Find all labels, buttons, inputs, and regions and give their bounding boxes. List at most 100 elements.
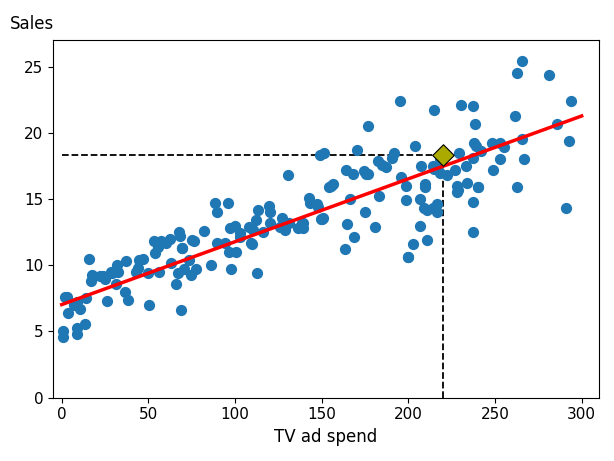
Point (328, 181, 338, 188)
Point (395, 97, 405, 105)
Point (519, 156, 529, 163)
Point (469, 140, 479, 147)
Point (352, 146, 362, 154)
Point (138, 255, 148, 262)
Point (112, 261, 122, 269)
Point (403, 254, 413, 261)
Point (166, 259, 176, 266)
Point (161, 239, 171, 247)
Point (518, 136, 527, 143)
Point (223, 248, 233, 256)
X-axis label: TV ad spend: TV ad spend (274, 428, 378, 446)
Point (154, 268, 164, 276)
Point (435, 156, 445, 163)
Point (153, 243, 163, 250)
Point (468, 229, 478, 236)
Point (402, 197, 411, 204)
Point (510, 112, 519, 119)
Point (80, 320, 90, 327)
Point (545, 71, 554, 78)
Point (340, 246, 350, 253)
Point (72, 299, 82, 306)
Point (553, 120, 562, 127)
Point (72, 331, 82, 338)
Point (150, 250, 160, 257)
Point (253, 206, 263, 213)
Point (374, 193, 384, 200)
Point (186, 271, 196, 278)
Point (293, 225, 303, 232)
Point (60, 293, 70, 301)
Point (84, 255, 94, 262)
Point (315, 152, 325, 159)
Point (472, 142, 481, 150)
Point (191, 266, 201, 273)
Point (144, 301, 154, 309)
Point (247, 240, 257, 248)
Point (359, 167, 369, 175)
Point (184, 256, 194, 264)
Point (495, 156, 505, 163)
Point (470, 120, 480, 127)
Point (235, 230, 245, 237)
Point (488, 166, 498, 174)
Point (62, 293, 72, 301)
Point (177, 244, 187, 252)
Point (131, 268, 141, 276)
Point (512, 70, 522, 77)
Point (420, 181, 430, 188)
Point (476, 148, 486, 155)
Point (495, 140, 505, 147)
Point (80, 295, 90, 302)
Point (428, 205, 438, 212)
Point (473, 183, 483, 191)
Point (429, 164, 439, 171)
Point (416, 162, 426, 170)
Point (278, 214, 287, 221)
Point (389, 149, 399, 156)
Point (363, 170, 373, 177)
Point (373, 157, 383, 164)
Point (133, 264, 142, 272)
Point (173, 270, 182, 277)
Point (86, 278, 96, 285)
Point (461, 162, 471, 170)
Point (120, 288, 130, 296)
Point (280, 226, 290, 233)
Point (442, 171, 452, 179)
Point (370, 223, 380, 230)
Point (121, 258, 131, 265)
Point (72, 324, 82, 331)
Point (360, 208, 370, 216)
Point (134, 256, 144, 264)
Point (462, 179, 472, 187)
Point (212, 208, 222, 216)
Point (64, 309, 74, 317)
Point (561, 205, 570, 212)
Point (198, 227, 208, 235)
Point (419, 205, 429, 212)
Point (177, 244, 187, 252)
Point (341, 166, 351, 174)
Point (283, 171, 293, 179)
Point (95, 272, 105, 279)
Point (422, 236, 432, 244)
Point (456, 101, 465, 109)
Point (58, 333, 68, 341)
Point (349, 234, 359, 241)
Point (106, 268, 116, 276)
Point (488, 140, 497, 147)
Point (324, 183, 333, 191)
Text: Sales: Sales (9, 15, 53, 33)
Point (226, 266, 236, 273)
Point (453, 186, 462, 194)
Point (402, 182, 411, 189)
Point (361, 170, 371, 177)
Point (318, 214, 328, 221)
Point (246, 239, 255, 247)
Point (316, 215, 326, 223)
Point (432, 208, 442, 216)
Point (176, 307, 186, 314)
Point (411, 142, 421, 150)
Point (468, 103, 478, 110)
